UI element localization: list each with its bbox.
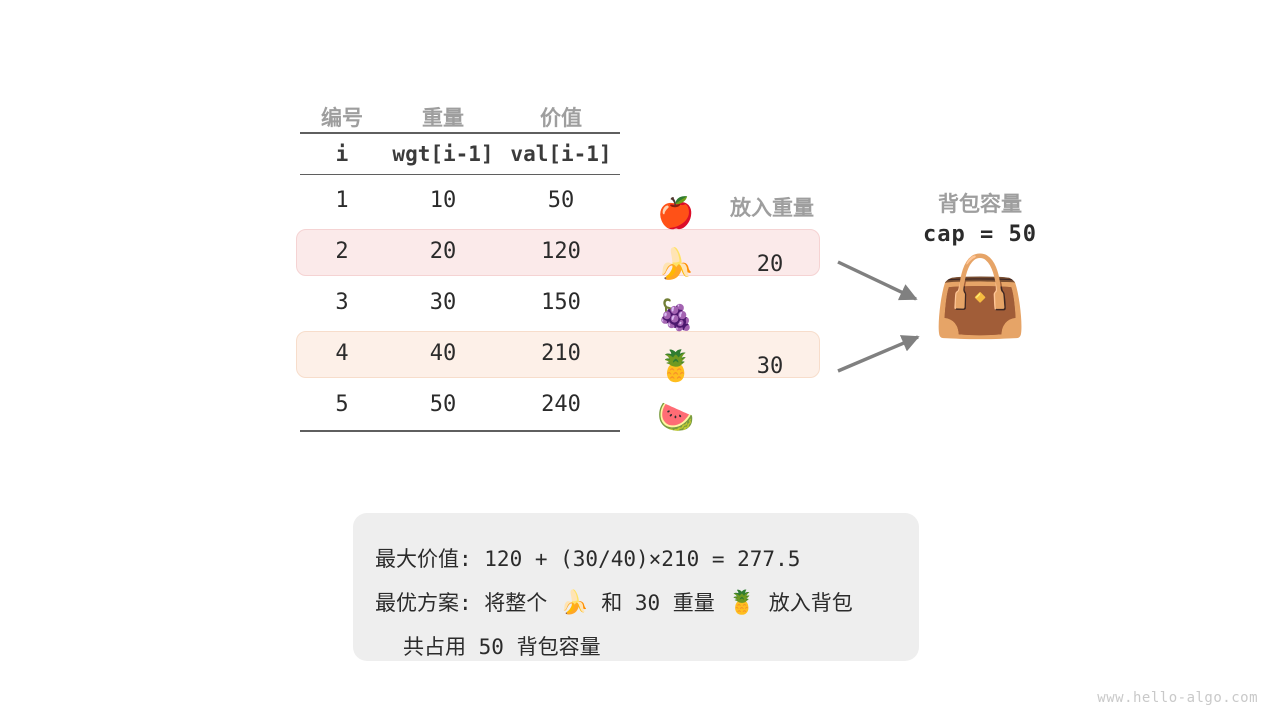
table-row: 3 30 150 <box>300 277 620 328</box>
knapsack-capacity-value: cap = 50 <box>923 222 1037 247</box>
cell-id: 3 <box>335 289 349 315</box>
cell-weight: 30 <box>429 289 457 315</box>
header-cn-value: 价值 <box>540 106 582 130</box>
put-in-weight-header: 放入重量 <box>730 196 814 220</box>
watermark: www.hello-algo.com <box>1097 690 1258 706</box>
put-in-weight-value: 20 <box>756 252 784 277</box>
optimal-plan-prefix: 最优方案: 将整个 <box>375 591 560 615</box>
cell-value: 50 <box>547 187 575 213</box>
table-header-chinese: 编号 重量 价值 <box>300 88 620 132</box>
apple-icon: 🍎 <box>657 195 695 231</box>
cell-weight: 10 <box>429 187 457 213</box>
cell-value: 210 <box>541 340 581 366</box>
pineapple-icon: 🍍 <box>727 590 757 616</box>
cell-id: 5 <box>335 391 349 417</box>
table-body: 1 10 50 2 20 120 3 30 150 4 40 210 5 50 … <box>296 175 820 430</box>
cell-value: 240 <box>541 391 581 417</box>
cell-value: 150 <box>541 289 581 315</box>
handbag-icon: 👜 <box>931 252 1029 342</box>
header-cn-weight: 重量 <box>422 106 464 130</box>
table-rule-top <box>300 132 620 134</box>
pineapple-icon: 🍍 <box>657 348 695 384</box>
optimal-plan-line: 最优方案: 将整个 🍌 和 30 重量 🍍 放入背包 <box>375 581 919 625</box>
put-in-weight-value <box>722 188 818 239</box>
banana-icon: 🍌 <box>559 590 589 616</box>
table-header-code: i wgt[i-1] val[i-1] <box>300 134 620 174</box>
total-used-line: 共占用 50 背包容量 <box>403 635 601 659</box>
header-code-weight: wgt[i-1] <box>392 142 494 166</box>
put-in-weight-value: 30 <box>756 354 784 379</box>
arrow-pineapple-to-bag <box>837 335 920 373</box>
explanation-box: 最大价值: 120 + (30/40)×210 = 277.5 最优方案: 将整… <box>353 513 919 661</box>
grapes-icon: 🍇 <box>657 297 695 333</box>
header-code-value: val[i-1] <box>510 142 612 166</box>
cell-weight: 20 <box>429 238 457 264</box>
fruit-column: 🍎 🍌 🍇 🍍 🍉 <box>652 188 700 443</box>
header-code-id: i <box>335 142 349 166</box>
cell-value: 120 <box>541 238 581 264</box>
header-cn-id: 编号 <box>321 106 363 130</box>
knapsack-items-table: 编号 重量 价值 i wgt[i-1] val[i-1] 1 10 50 2 2… <box>296 88 820 432</box>
cell-weight: 40 <box>429 340 457 366</box>
watermelon-icon: 🍉 <box>657 399 695 435</box>
put-in-weight-value <box>722 392 818 443</box>
cell-weight: 50 <box>429 391 457 417</box>
cell-id: 2 <box>335 238 349 264</box>
knapsack-capacity-title: 背包容量 <box>938 192 1022 216</box>
banana-icon: 🍌 <box>657 246 695 282</box>
max-value-line: 最大价值: 120 + (30/40)×210 = 277.5 <box>375 547 801 571</box>
table-rule-bottom <box>300 430 620 432</box>
cell-id: 1 <box>335 187 349 213</box>
put-in-weight-value <box>722 290 818 341</box>
table-row: 5 50 240 <box>300 379 620 430</box>
table-row: 2 20 120 <box>300 226 620 277</box>
cell-id: 4 <box>335 340 349 366</box>
arrow-banana-to-bag <box>837 260 918 301</box>
table-row: 1 10 50 <box>300 175 620 226</box>
optimal-plan-mid: 和 30 重量 <box>588 591 728 615</box>
knapsack-group: 背包容量 cap = 50 👜 <box>880 190 1080 336</box>
put-in-weight-column: 20 30 <box>722 188 818 443</box>
table-row: 4 40 210 <box>300 328 620 379</box>
row-highlight-2 <box>296 229 820 276</box>
table-rule-middle <box>300 174 620 175</box>
row-highlight-4 <box>296 331 820 378</box>
optimal-plan-suffix: 放入背包 <box>756 591 853 615</box>
